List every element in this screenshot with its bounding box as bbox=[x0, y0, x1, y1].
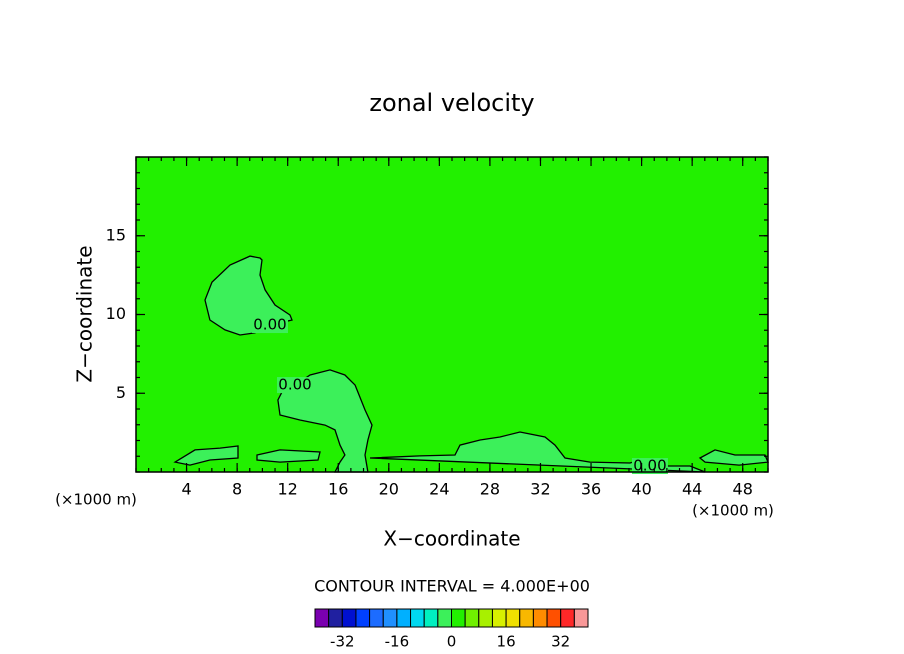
colorbar-box bbox=[423, 608, 439, 628]
x-tick-label: 40 bbox=[631, 480, 651, 499]
x-tick-label: 8 bbox=[232, 480, 242, 499]
colorbar-tick-label: -16 bbox=[385, 633, 410, 651]
contour-region bbox=[173, 445, 239, 466]
colorbar-box bbox=[478, 608, 493, 628]
y-tick-label: 10 bbox=[106, 304, 126, 323]
contour-region bbox=[256, 449, 321, 463]
colorbar-box bbox=[437, 608, 453, 628]
colorbar-box bbox=[546, 608, 562, 628]
contour-label: 0.00 bbox=[253, 316, 286, 334]
colorbar-tick-label: -32 bbox=[330, 633, 355, 651]
colorbar-box bbox=[532, 608, 548, 628]
chart-title: zonal velocity bbox=[369, 89, 534, 117]
colorbar-box bbox=[410, 608, 425, 628]
x-tick-label: 4 bbox=[181, 480, 191, 499]
y-tick-label: 5 bbox=[116, 383, 126, 402]
colorbar-box bbox=[560, 608, 575, 628]
colorbar-box bbox=[369, 608, 384, 628]
x-tick-label: 36 bbox=[581, 480, 601, 499]
colorbar-box bbox=[328, 608, 343, 628]
y-axis-label: Z−coordinate bbox=[73, 245, 97, 382]
y-unit-label: (×1000 m) bbox=[55, 491, 137, 509]
colorbar-tick-label: 16 bbox=[497, 633, 516, 651]
x-unit-label: (×1000 m) bbox=[692, 502, 774, 520]
x-tick-label: 48 bbox=[733, 480, 753, 499]
y-tick-label: 15 bbox=[106, 225, 126, 244]
colorbar-box bbox=[396, 608, 412, 628]
colorbar-box bbox=[505, 608, 521, 628]
colorbar-box bbox=[355, 608, 371, 628]
x-tick-label: 28 bbox=[480, 480, 500, 499]
colorbar-title: CONTOUR INTERVAL = 4.000E+00 bbox=[314, 577, 590, 596]
contour-label-bg bbox=[277, 377, 314, 394]
colorbar-box bbox=[314, 608, 330, 628]
colorbar-tick-label: 0 bbox=[447, 633, 457, 651]
colorbar-box bbox=[573, 608, 589, 628]
colorbar-box bbox=[519, 608, 534, 628]
x-tick-label: 44 bbox=[682, 480, 702, 499]
x-tick-label: 20 bbox=[379, 480, 399, 499]
contour-label-bg bbox=[251, 317, 288, 334]
contour-label-bg bbox=[631, 458, 668, 475]
colorbar-box bbox=[382, 608, 398, 628]
contour-region bbox=[698, 449, 769, 466]
colorbar-box bbox=[491, 608, 507, 628]
colorbar-tick-label: 32 bbox=[551, 633, 570, 651]
colorbar-box bbox=[341, 608, 357, 628]
x-tick-label: 16 bbox=[328, 480, 348, 499]
colorbar-box bbox=[451, 608, 466, 628]
x-tick-label: 12 bbox=[278, 480, 298, 499]
x-axis-label: X−coordinate bbox=[383, 527, 520, 551]
contour-label: 0.00 bbox=[278, 376, 311, 394]
x-tick-label: 24 bbox=[429, 480, 449, 499]
colorbar-box bbox=[464, 608, 480, 628]
x-tick-label: 32 bbox=[530, 480, 550, 499]
